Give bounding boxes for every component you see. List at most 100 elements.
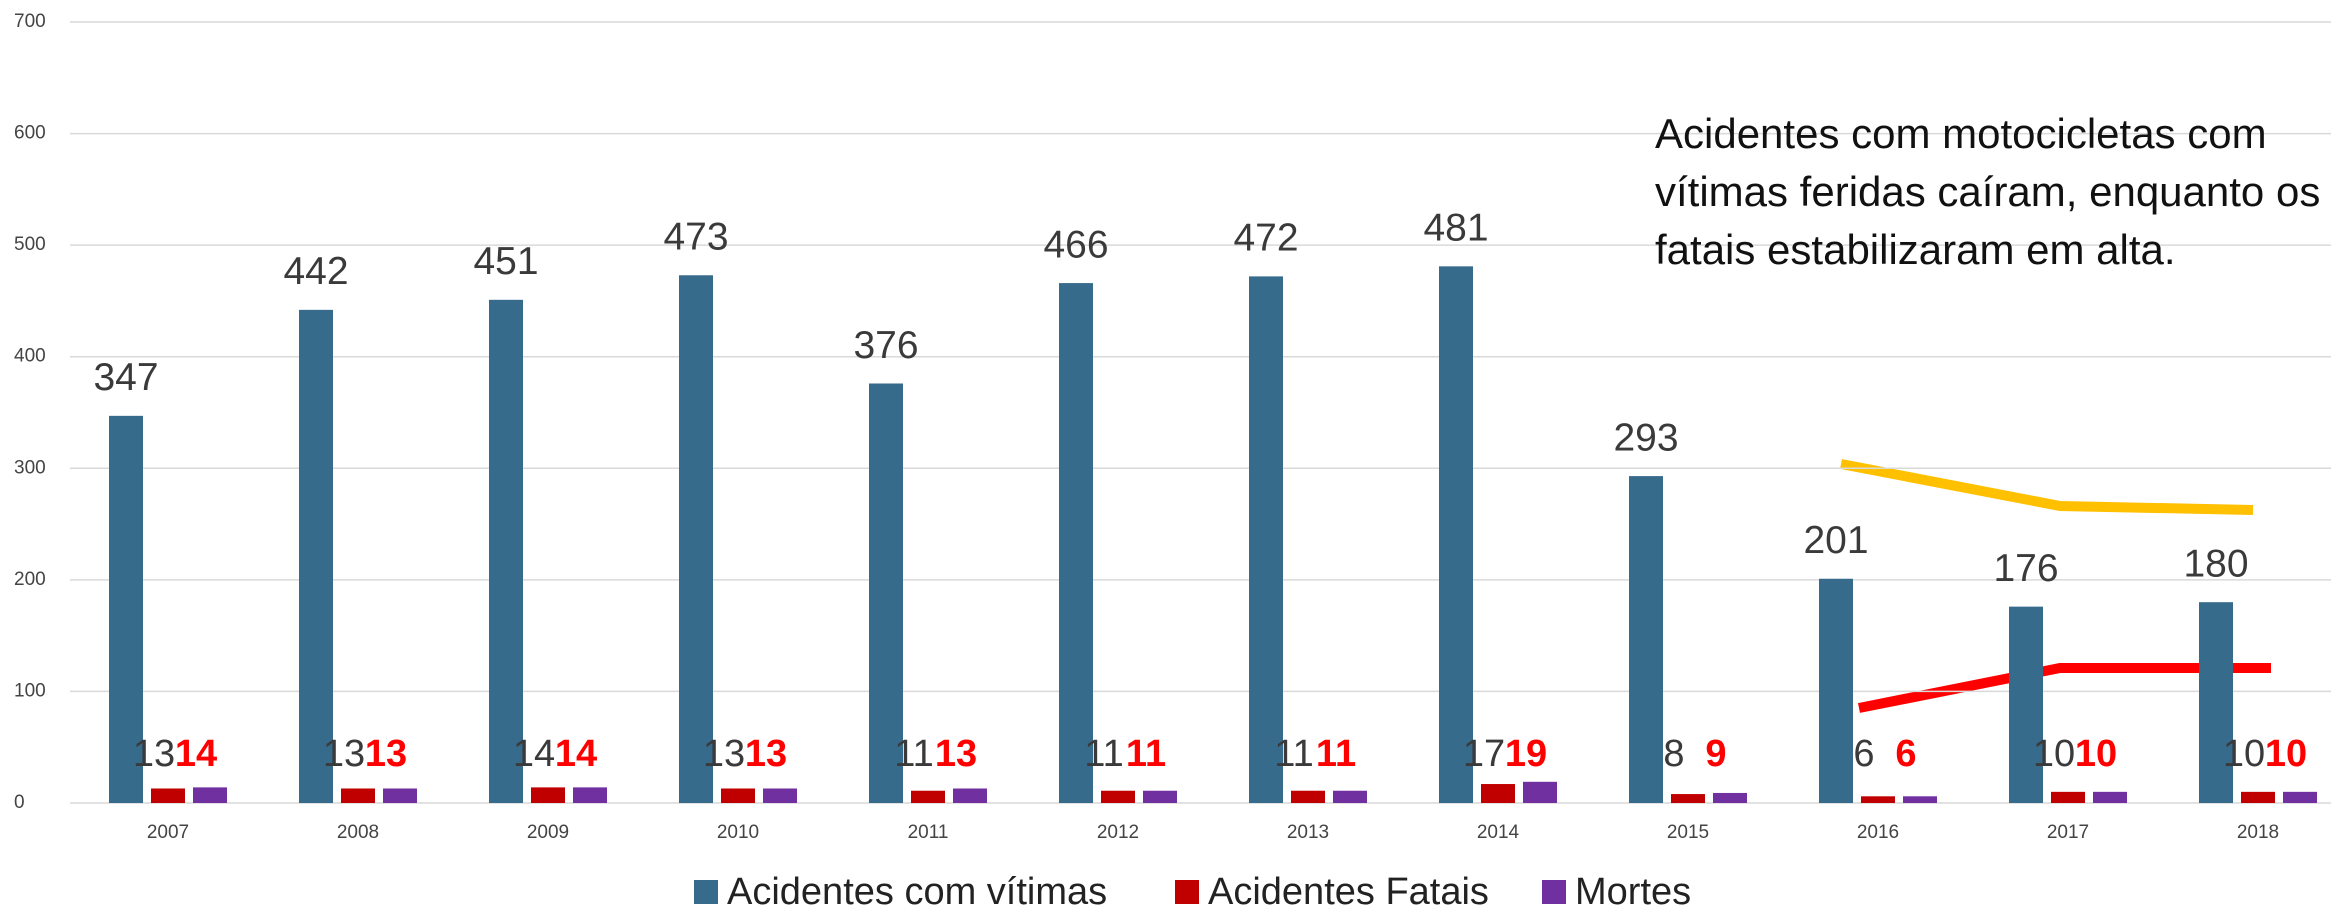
data-label: 11 <box>894 733 933 775</box>
bar <box>763 788 797 803</box>
bar <box>1861 796 1895 803</box>
data-label: 11 <box>1084 733 1123 775</box>
data-label: 347 <box>93 356 158 399</box>
y-tick-label: 700 <box>14 11 46 32</box>
bar <box>1819 578 1853 803</box>
data-label: 11 <box>1316 733 1356 775</box>
data-label: 10 <box>2075 733 2117 775</box>
bar <box>869 383 903 803</box>
data-label: 11 <box>1274 733 1313 775</box>
bar <box>1439 266 1473 803</box>
y-tick-label: 400 <box>14 346 46 367</box>
data-label: 9 <box>1705 733 1726 775</box>
legend-label: Mortes <box>1575 871 1691 912</box>
data-label: 293 <box>1613 416 1678 459</box>
bar <box>1903 796 1937 803</box>
legend-label: Acidentes Fatais <box>1208 871 1489 912</box>
bar <box>151 788 185 803</box>
bar <box>1629 476 1663 803</box>
y-tick-label: 100 <box>14 680 46 701</box>
data-label: 19 <box>1505 733 1547 775</box>
bar <box>679 275 713 803</box>
bar <box>299 309 333 803</box>
x-tick-label: 2010 <box>717 822 759 843</box>
x-tick-label: 2018 <box>2237 822 2279 843</box>
bar <box>2093 791 2127 803</box>
x-tick-label: 2013 <box>1287 822 1329 843</box>
y-tick-label: 600 <box>14 123 46 144</box>
data-label: 180 <box>2183 542 2248 585</box>
y-tick-label: 200 <box>14 569 46 590</box>
data-label: 442 <box>283 250 348 293</box>
x-tick-label: 2012 <box>1097 822 1139 843</box>
data-label: 13 <box>935 733 977 775</box>
legend-swatch <box>1175 880 1199 904</box>
bar <box>109 415 143 803</box>
data-label: 14 <box>513 733 555 775</box>
y-tick-label: 0 <box>14 792 25 813</box>
bar <box>383 788 417 803</box>
bar <box>2199 602 2233 803</box>
legend-swatch <box>1542 880 1566 904</box>
annotation: fatais estabilizaram em alta. <box>1655 226 2176 273</box>
bar <box>341 788 375 803</box>
bar <box>911 790 945 803</box>
bar <box>1249 276 1283 804</box>
bar <box>2051 791 2085 803</box>
data-label: 6 <box>1895 733 1916 775</box>
x-tick-label: 2009 <box>527 822 569 843</box>
bar <box>193 787 227 803</box>
bar <box>531 787 565 803</box>
x-tick-label: 2017 <box>2047 822 2089 843</box>
data-label: 14 <box>555 733 597 775</box>
x-tick-label: 2015 <box>1667 822 1709 843</box>
data-label: 17 <box>1463 733 1505 775</box>
data-label: 13 <box>365 733 407 775</box>
bar <box>489 299 523 803</box>
bar <box>1713 792 1747 803</box>
data-label: 473 <box>663 216 728 259</box>
bar <box>721 788 755 803</box>
legend-label: Acidentes com vítimas <box>727 871 1107 912</box>
annotation: vítimas feridas caíram, enquanto os <box>1655 168 2320 215</box>
data-label: 466 <box>1043 223 1108 266</box>
y-tick-label: 300 <box>14 457 46 478</box>
x-tick-label: 2011 <box>908 822 949 843</box>
data-label: 6 <box>1853 733 1874 775</box>
data-label: 10 <box>2033 733 2075 775</box>
bar <box>1481 784 1515 803</box>
trend-line-decoration <box>1840 459 2254 515</box>
data-label: 451 <box>473 240 538 283</box>
data-label: 13 <box>745 733 787 775</box>
data-label: 11 <box>1126 733 1166 775</box>
annotation: Acidentes com motocicletas com <box>1655 110 2267 157</box>
x-tick-label: 2016 <box>1857 822 1899 843</box>
x-tick-label: 2007 <box>147 822 189 843</box>
bar <box>1291 790 1325 803</box>
data-label: 481 <box>1423 207 1488 250</box>
data-label: 8 <box>1663 733 1684 775</box>
x-tick-label: 2008 <box>337 822 379 843</box>
bar <box>573 787 607 803</box>
bar <box>2241 791 2275 803</box>
data-label: 201 <box>1803 519 1868 562</box>
bar <box>953 788 987 803</box>
bar <box>2283 791 2317 803</box>
x-tick-label: 2014 <box>1477 822 1520 843</box>
data-label: 10 <box>2223 733 2265 775</box>
bar <box>1671 794 1705 803</box>
bar <box>1333 790 1367 803</box>
data-label: 13 <box>323 733 365 775</box>
bar <box>2009 606 2043 803</box>
bar <box>1523 781 1557 803</box>
legend-swatch <box>694 880 718 904</box>
data-label: 10 <box>2265 733 2307 775</box>
y-tick-label: 500 <box>14 234 46 255</box>
bar <box>1101 790 1135 803</box>
data-label: 13 <box>133 733 175 775</box>
data-label: 472 <box>1233 217 1298 260</box>
bar <box>1143 790 1177 803</box>
data-label: 13 <box>703 733 745 775</box>
data-label: 176 <box>1993 547 2058 590</box>
